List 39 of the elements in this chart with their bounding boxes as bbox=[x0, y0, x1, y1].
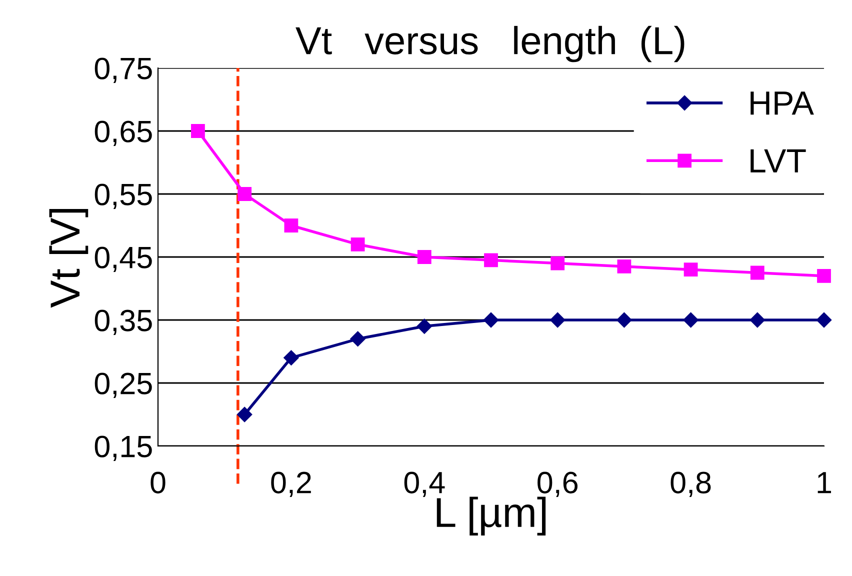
point bbox=[284, 218, 298, 232]
x-tick-label: 0,8 bbox=[670, 472, 711, 498]
point bbox=[191, 124, 205, 138]
chart-title: Vt versus length (L) bbox=[296, 26, 684, 62]
point bbox=[417, 250, 432, 264]
point bbox=[284, 350, 299, 366]
x-tick-label: 0,4 bbox=[404, 472, 445, 498]
point bbox=[484, 253, 498, 268]
point bbox=[617, 260, 632, 274]
x-tick-label: 0,2 bbox=[271, 472, 311, 498]
y-tick-label: 0,45 bbox=[94, 246, 152, 272]
point bbox=[237, 406, 252, 422]
legend-label: HPA bbox=[750, 92, 814, 115]
y-tick-label: 0,65 bbox=[94, 120, 152, 146]
point bbox=[550, 256, 565, 270]
y-tick-label: 0,25 bbox=[94, 372, 152, 398]
y-tick-label: 0,75 bbox=[94, 58, 152, 83]
point bbox=[238, 187, 252, 201]
x-axis-title: L [µm] bbox=[436, 496, 546, 536]
point bbox=[817, 268, 831, 283]
point bbox=[750, 312, 765, 328]
point bbox=[350, 237, 365, 252]
point bbox=[550, 312, 566, 328]
point bbox=[816, 312, 832, 328]
x-tick-label: 1 bbox=[818, 472, 832, 494]
y-tick-label: 0,35 bbox=[94, 310, 152, 335]
point bbox=[350, 331, 366, 346]
point bbox=[616, 312, 632, 328]
y-tick-label: 0,15 bbox=[94, 436, 152, 461]
y-axis-title: Vt [V] bbox=[49, 209, 88, 308]
point bbox=[683, 312, 698, 328]
x-tick-label: 0 bbox=[150, 472, 166, 494]
point bbox=[684, 262, 698, 277]
legend-label: LVT bbox=[750, 149, 806, 172]
x-tick-label: 0,6 bbox=[538, 472, 578, 498]
point bbox=[483, 312, 499, 328]
y-tick-label: 0,55 bbox=[94, 184, 152, 209]
point bbox=[416, 318, 432, 334]
point bbox=[750, 266, 764, 280]
